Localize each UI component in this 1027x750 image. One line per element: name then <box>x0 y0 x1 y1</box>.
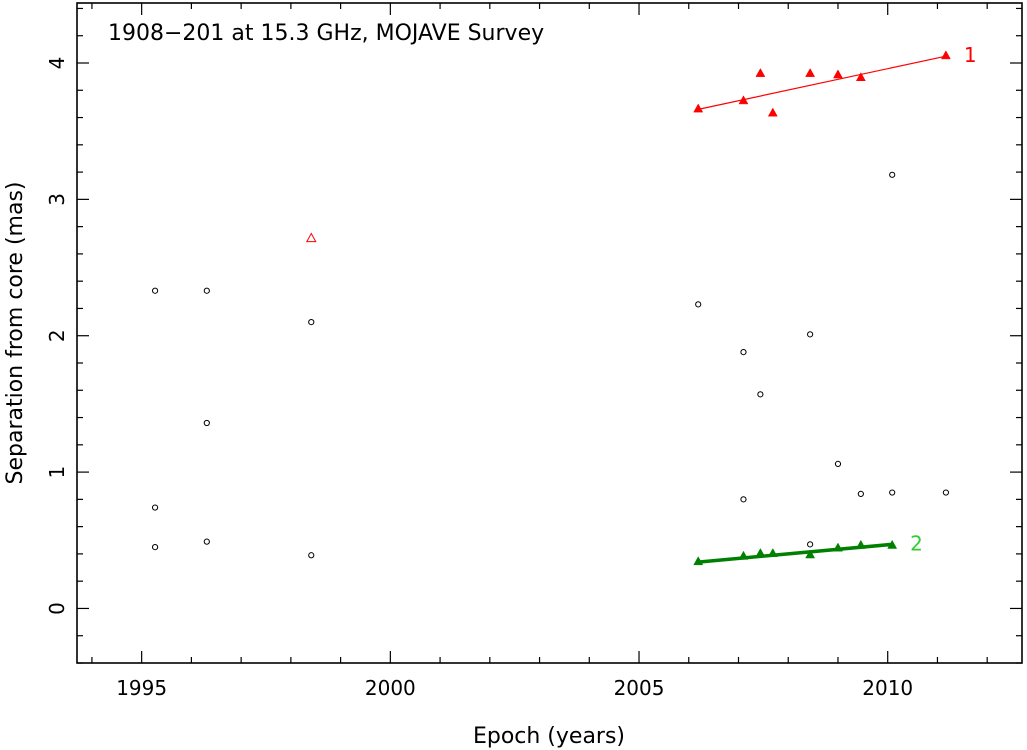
y-axis-label: Separation from core (mas) <box>3 182 28 485</box>
unfitted-point <box>151 287 159 294</box>
unfitted-point <box>203 538 210 545</box>
component-1-open-point <box>305 232 317 243</box>
component-1-point <box>855 72 866 82</box>
component-1-point <box>805 68 816 77</box>
fit-line-1 <box>698 55 947 110</box>
x-tick-label: 2010 <box>862 676 913 700</box>
component-1-point <box>738 95 749 105</box>
unfitted-point <box>889 171 896 178</box>
component-2-point <box>805 549 816 559</box>
component-2-point <box>833 542 843 552</box>
y-tick-label: 2 <box>45 329 69 342</box>
x-axis-label: Epoch (years) <box>473 724 625 749</box>
unfitted-point <box>757 391 764 398</box>
unfitted-point <box>740 496 747 503</box>
axis-ticks <box>77 3 1022 664</box>
component-1-point <box>755 68 766 77</box>
component-1-point <box>767 107 778 117</box>
series-labels: 12 <box>910 43 976 555</box>
component-2-point <box>767 548 778 557</box>
unfitted-point <box>308 552 315 559</box>
component-2-point <box>693 556 704 566</box>
y-tick-label: 1 <box>45 466 69 479</box>
unfitted-point <box>889 489 896 496</box>
unfitted-point <box>203 419 210 427</box>
component-1-point <box>693 103 704 113</box>
y-tick-label: 0 <box>45 602 69 615</box>
unfitted-point <box>807 331 814 338</box>
unfitted-point <box>203 287 210 294</box>
component-2-point <box>738 550 749 560</box>
unfitted-point <box>151 504 159 511</box>
x-tick-label: 2000 <box>365 676 416 700</box>
y-tick-labels: 0 1 2 3 4 <box>45 57 69 615</box>
unfitted-point <box>695 301 702 308</box>
y-tick-label: 3 <box>45 193 69 206</box>
x-tick-labels: 1995 2000 2005 2010 <box>116 676 913 700</box>
unfitted-point <box>857 490 864 498</box>
series-label-1: 1 <box>964 43 977 67</box>
unfitted-point <box>942 489 950 496</box>
unfitted-point <box>834 460 842 468</box>
unfitted-point <box>151 543 159 551</box>
component-1-point <box>940 50 951 60</box>
unfitted-point <box>308 318 315 326</box>
series-label-2: 2 <box>910 531 923 555</box>
component-2-point <box>755 548 766 557</box>
chart-title: 1908−201 at 15.3 GHz, MOJAVE Survey <box>108 21 544 46</box>
unfitted-point <box>740 348 747 356</box>
y-tick-label: 4 <box>45 57 69 70</box>
x-tick-label: 2005 <box>614 676 665 700</box>
component-1-point <box>833 69 843 79</box>
fit-lines <box>698 55 947 564</box>
data-points <box>151 50 951 566</box>
component-2-point <box>887 539 898 549</box>
plot-frame <box>76 2 1023 664</box>
x-tick-label: 1995 <box>116 676 167 700</box>
unfitted-point <box>807 541 814 548</box>
component-2-point <box>855 539 866 549</box>
